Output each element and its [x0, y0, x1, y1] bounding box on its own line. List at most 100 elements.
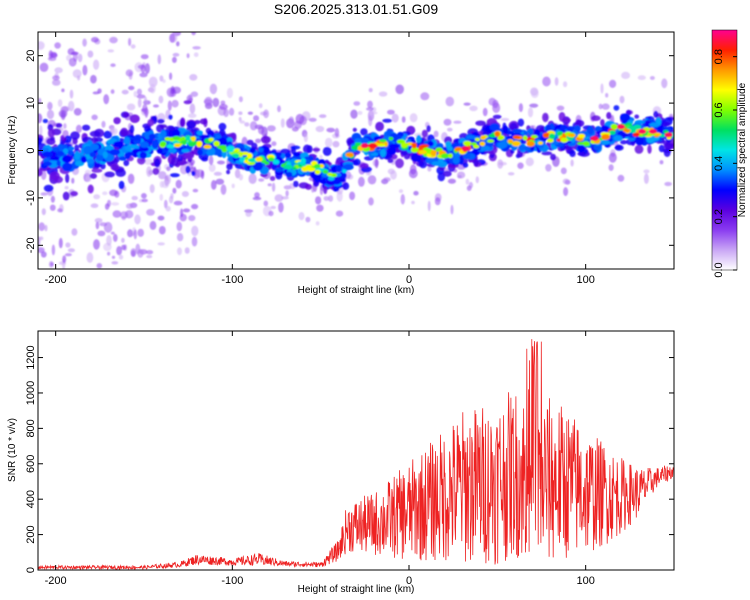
spectrogram-cell — [271, 141, 277, 147]
spectrogram-cell — [293, 180, 299, 188]
spectrogram-cell — [172, 129, 181, 138]
spectrogram-cell — [343, 164, 354, 171]
spectrogram-cell — [600, 119, 605, 127]
snr-frame — [37, 330, 675, 571]
spectrogram-cell — [181, 191, 189, 197]
spectrogram-cell — [140, 146, 149, 152]
spectrogram-cell — [383, 177, 391, 182]
spectrogram-cell — [199, 134, 210, 139]
spectrogram-cell — [448, 153, 453, 159]
spectrogram-cell — [130, 44, 136, 49]
spectrogram-cell — [351, 160, 359, 166]
spectrogram-cell — [649, 76, 655, 80]
spectrogram-cell — [116, 246, 122, 256]
spectrogram-cell — [255, 156, 263, 162]
spectrogram-cell — [193, 169, 200, 179]
spectrogram-cell — [335, 210, 344, 217]
spectrogram-cell — [619, 95, 625, 104]
spectrogram-cell — [315, 196, 322, 205]
spectrogram-cell — [110, 231, 115, 235]
spectrogram-cell — [327, 172, 333, 177]
spectrogram-cell — [161, 180, 170, 189]
spectrogram-cell — [172, 56, 177, 64]
spectrogram-cell — [610, 123, 618, 130]
spectrogram-cell — [87, 50, 94, 58]
spectrogram-cell — [157, 54, 162, 65]
spectrogram-cell — [421, 129, 428, 138]
spectrogram-cell — [512, 128, 523, 134]
spectrogram-cell — [93, 194, 101, 200]
spectrogram-cell — [285, 171, 293, 178]
spectrogram-cell — [322, 146, 332, 156]
spectrogram-cell — [420, 92, 430, 101]
spectrogram-cell — [67, 150, 75, 156]
spectrogram-cell — [72, 69, 82, 78]
spectrogram-cell — [254, 192, 260, 198]
spectrogram-cell — [44, 224, 48, 232]
spectrogram-cell — [140, 54, 149, 60]
spectrogram-cell — [529, 103, 539, 108]
spectrogram-cell — [360, 143, 369, 149]
snr-panel: -200 -100 0 100 0 200 400 600 800 1000 1200 Heigh… — [7, 330, 675, 595]
spectrogram-cell — [556, 105, 565, 111]
spectrogram-cell — [370, 152, 379, 157]
spectrogram-cell — [111, 202, 120, 206]
spectrogram-cell — [293, 152, 301, 157]
spectrogram-cell — [308, 156, 314, 161]
spectrogram-cell — [104, 203, 110, 210]
spectrogram-cell — [57, 99, 63, 107]
spectrogram-cell — [411, 200, 415, 205]
spectrogram-cell — [176, 233, 184, 242]
spectrogram-cell — [662, 148, 672, 154]
spectrogram-cell — [93, 239, 100, 250]
spectrogram-cell — [634, 114, 640, 119]
x-tick-label: -200 — [45, 274, 67, 286]
spectrogram-cell — [546, 138, 554, 143]
spectrogram-cell — [542, 76, 551, 87]
spectrogram-cell — [71, 177, 75, 184]
colorbar-tick-label: 0.2 — [713, 209, 725, 224]
spectrogram-cell — [80, 156, 87, 163]
spectrogram-cell — [153, 104, 159, 108]
spectrogram-cell — [587, 126, 594, 135]
spectrogram-cell — [177, 160, 188, 165]
spectrogram-cell — [272, 159, 280, 165]
x-tick-label: -100 — [221, 575, 243, 587]
spectrogram-cell — [395, 84, 405, 95]
spectrogram-cell — [400, 194, 405, 205]
spectrogram-cell — [274, 194, 284, 202]
spectrogram-cell — [71, 228, 78, 236]
spectrogram-cell — [173, 200, 183, 206]
spectrogram-cell — [506, 135, 515, 140]
spectrogram-cell — [577, 133, 586, 139]
spectrogram-cell — [517, 118, 525, 127]
spectrogram-cell — [387, 109, 395, 115]
spectrogram-cell — [104, 171, 115, 178]
spectrogram-cell — [368, 143, 378, 149]
spectrogram-cell — [41, 208, 46, 216]
spectrogram-cell — [146, 254, 153, 259]
spectrogram-cell — [401, 116, 406, 123]
spectrogram-cell — [219, 103, 228, 110]
spectrogram-cell — [431, 161, 443, 166]
spectrogram-cell — [82, 38, 87, 47]
spectrogram-cell — [648, 129, 657, 134]
spectrogram-cell — [353, 101, 361, 106]
spectrogram-cell — [497, 159, 504, 169]
spectrogram-cell — [87, 184, 94, 194]
spectrogram-cell — [637, 75, 646, 81]
spectrogram-cell — [349, 191, 356, 201]
spectrogram-cell — [426, 125, 431, 133]
spectrogram-cell — [608, 152, 617, 163]
colorbar-frame — [711, 29, 738, 271]
spectrogram-cell — [121, 244, 127, 251]
spectrogram-cell — [120, 127, 129, 137]
spectrogram-cell — [152, 167, 160, 175]
spectrogram-cell — [314, 169, 321, 175]
spectrogram-cell — [326, 127, 336, 133]
spectrogram-cell — [49, 171, 60, 181]
colorbar-label: Normalized spectral amplitude — [737, 82, 748, 217]
spectrogram-cell — [193, 52, 199, 57]
spectrogram-cell — [497, 141, 507, 149]
spectrogram-cell — [538, 141, 543, 145]
